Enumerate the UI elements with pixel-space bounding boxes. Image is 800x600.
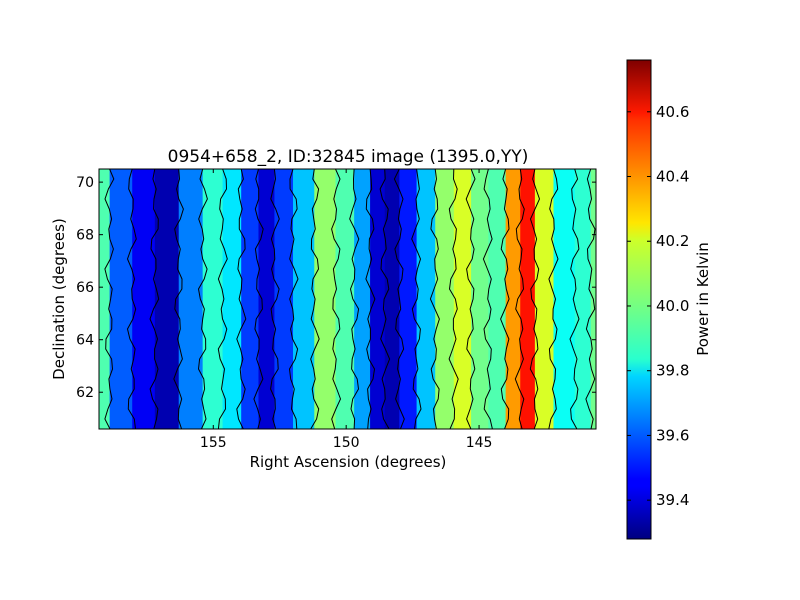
contour-line [514, 169, 525, 429]
contour-line [365, 169, 376, 429]
heatmap-column [399, 169, 418, 429]
y-tick-label: 70 [76, 175, 94, 191]
x-tick-label: 155 [200, 435, 227, 451]
contour-line [331, 169, 342, 429]
heatmap-column [132, 169, 156, 429]
colorbar-tick-label: 40.0 [656, 297, 689, 315]
contour-line [411, 169, 422, 429]
contour-line [500, 169, 510, 429]
contour-line [482, 169, 493, 429]
colorbar-tick-label: 39.6 [656, 426, 689, 444]
heatmap-column [384, 169, 400, 429]
colorbar-tick-label: 40.6 [656, 103, 689, 121]
plot-frame [98, 168, 597, 430]
y-axis: 62 64 66 68 70 [76, 175, 596, 401]
heatmap-column [553, 169, 576, 429]
colorbar-tick-label: 39.8 [656, 362, 689, 380]
contour-line [270, 169, 280, 429]
heatmap-column [202, 169, 224, 429]
heatmap-column [335, 169, 355, 429]
contour-line [104, 169, 115, 429]
contour-line [548, 169, 559, 429]
contour-line [448, 169, 459, 429]
heatmap-column [488, 169, 507, 429]
heatmap-columns [99, 169, 596, 429]
heatmap-column [534, 169, 555, 429]
heatmap-column [274, 169, 294, 429]
contour-line [465, 169, 476, 429]
heatmap-column [416, 169, 436, 429]
colorbar-axis: 39.4 39.6 39.8 40.0 40.2 40.4 40.6 [627, 103, 689, 509]
contour-lines [104, 169, 596, 429]
colorbar-tick-label: 40.4 [656, 168, 689, 186]
x-tick-label: 150 [333, 435, 360, 451]
y-tick-label: 68 [76, 228, 94, 244]
contour-line [379, 169, 391, 429]
heatmap-column [520, 169, 536, 429]
contour-line [236, 169, 247, 429]
heatmap-column [258, 169, 276, 429]
heatmap-column [241, 169, 260, 429]
chart-title: 0954+658_2, ID:32845 image (1395.0,YY) [168, 147, 529, 167]
contour-line [253, 169, 264, 429]
x-tick-label: 145 [466, 435, 493, 451]
heatmap-column [109, 169, 133, 429]
heatmap-column [314, 169, 337, 429]
heatmap [99, 169, 596, 429]
heatmap-column [99, 169, 111, 429]
colorbar-label: Power in Kelvin [694, 242, 712, 356]
heatmap-column [471, 169, 489, 429]
colorbar-tick-label: 39.4 [656, 491, 689, 509]
heatmap-column [293, 169, 315, 429]
colorbar [626, 59, 652, 540]
x-axis-label: Right Ascension (degrees) [250, 453, 447, 471]
contour-line [217, 169, 228, 429]
contour-line [149, 169, 160, 429]
contour-line [349, 169, 360, 429]
heatmap-column [505, 169, 521, 429]
heatmap-column [435, 169, 455, 429]
heatmap-column [222, 169, 242, 429]
y-tick-label: 66 [76, 280, 94, 296]
contour-line [173, 169, 184, 429]
contour-line [529, 169, 541, 429]
contour-line [197, 169, 208, 429]
contour-line [429, 169, 440, 429]
heatmap-column [370, 169, 386, 429]
contour-line [126, 169, 137, 429]
y-axis-label: Declination (degrees) [50, 218, 68, 380]
heatmap-column [354, 169, 371, 429]
y-tick-label: 62 [76, 385, 94, 401]
contour-line [393, 169, 405, 429]
colorbar-tick-label: 40.2 [656, 232, 689, 250]
contour-line [310, 169, 320, 429]
contour-line [288, 169, 299, 429]
contour-line [585, 169, 596, 429]
heatmap-column [453, 169, 472, 429]
y-tick-label: 64 [76, 333, 94, 349]
contour-line [569, 169, 580, 429]
x-axis: 155 150 145 [200, 169, 493, 451]
heatmap-column [574, 169, 592, 429]
